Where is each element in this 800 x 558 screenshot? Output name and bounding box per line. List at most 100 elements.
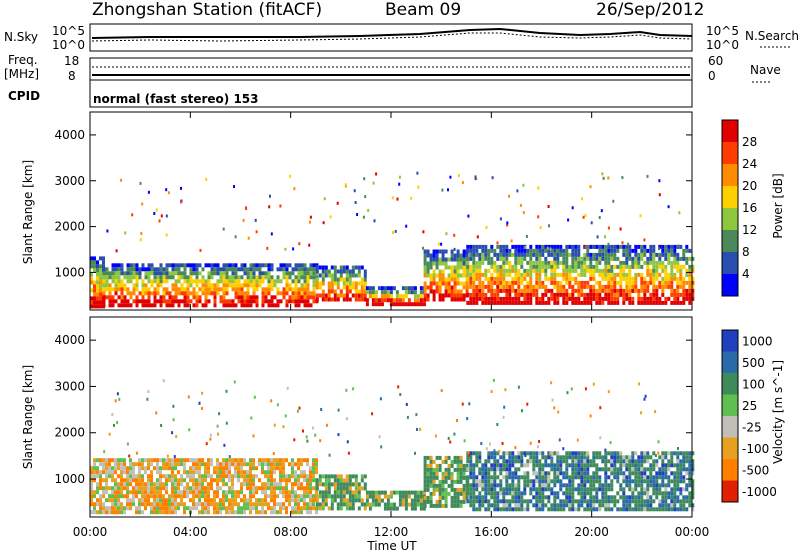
data-cell — [511, 268, 515, 273]
data-cell — [252, 263, 256, 268]
data-cell — [570, 387, 573, 391]
data-cell — [292, 247, 295, 251]
data-cell — [493, 300, 497, 305]
data-cell — [667, 491, 671, 496]
data-cell — [529, 459, 533, 464]
data-cell — [529, 483, 533, 488]
data-cell — [209, 433, 212, 437]
data-cell — [228, 498, 231, 503]
data-cell — [306, 303, 310, 308]
data-cell — [298, 406, 301, 410]
data-cell — [577, 272, 581, 277]
data-cell — [601, 455, 605, 460]
data-cell — [135, 283, 139, 288]
data-cell — [673, 292, 677, 297]
data-cell — [475, 248, 479, 253]
data-cell — [670, 280, 674, 285]
data-cell — [357, 281, 361, 286]
data-cell — [285, 494, 288, 499]
data-cell — [153, 267, 157, 272]
data-cell — [493, 503, 497, 508]
data-cell — [102, 287, 106, 292]
data-cell — [529, 256, 533, 261]
data-cell — [562, 272, 566, 277]
data-cell — [496, 244, 500, 249]
data-cell — [246, 498, 249, 503]
data-cell — [453, 499, 457, 504]
data-cell — [255, 230, 258, 234]
data-cell — [123, 510, 126, 515]
data-cell — [622, 471, 626, 476]
data-cell — [613, 292, 617, 297]
data-cell — [520, 455, 524, 460]
data-cell — [441, 188, 444, 192]
data-cell — [243, 474, 246, 479]
data-cell — [565, 300, 569, 305]
data-cell — [267, 458, 270, 463]
data-cell — [604, 471, 608, 476]
data-cell — [201, 490, 204, 495]
data-cell — [664, 487, 668, 492]
data-cell — [423, 273, 427, 278]
data-cell — [234, 462, 237, 467]
data-cell — [526, 272, 530, 277]
data-cell — [330, 502, 334, 507]
data-cell — [493, 467, 497, 472]
data-cell — [210, 287, 214, 292]
data-cell — [144, 490, 147, 495]
data-cell — [419, 302, 423, 307]
data-cell — [165, 502, 168, 507]
data-cell — [450, 289, 454, 294]
data-cell — [670, 268, 674, 273]
data-cell — [237, 506, 240, 511]
data-cell — [565, 276, 569, 281]
data-cell — [607, 176, 610, 180]
data-cell — [589, 475, 593, 480]
data-cell — [252, 287, 256, 292]
data-cell — [294, 263, 298, 268]
data-cell — [691, 483, 695, 488]
data-cell — [553, 483, 557, 488]
data-cell — [380, 286, 384, 291]
data-cell — [643, 288, 647, 293]
data-cell — [264, 291, 268, 296]
data-cell — [309, 486, 312, 491]
data-cell — [532, 487, 536, 492]
data-cell — [158, 219, 161, 223]
data-cell — [538, 471, 542, 476]
data-cell — [225, 490, 228, 495]
data-cell — [523, 284, 527, 289]
data-cell — [502, 300, 506, 305]
data-cell — [365, 502, 369, 507]
data-cell — [255, 303, 259, 308]
data-cell — [255, 474, 258, 479]
data-cell — [165, 188, 168, 192]
data-cell — [640, 495, 644, 500]
data-cell — [655, 252, 659, 257]
data-cell — [688, 455, 692, 460]
data-cell — [655, 471, 659, 476]
data-cell — [135, 267, 139, 272]
data-cell — [298, 242, 301, 246]
data-cell — [410, 196, 413, 200]
data-cell — [539, 226, 542, 230]
data-cell — [634, 471, 638, 476]
data-cell — [688, 499, 692, 504]
data-cell — [589, 495, 593, 500]
data-cell — [282, 470, 285, 475]
data-cell — [246, 275, 250, 280]
data-cell — [547, 463, 551, 468]
data-cell — [294, 287, 298, 292]
data-cell — [99, 506, 102, 511]
data-cell — [634, 479, 638, 484]
data-cell — [246, 291, 250, 296]
data-cell — [444, 249, 448, 254]
data-cell — [90, 466, 93, 471]
data-cell — [520, 499, 524, 504]
data-cell — [688, 459, 692, 464]
data-cell — [556, 252, 560, 257]
data-cell — [346, 440, 349, 444]
data-cell — [547, 507, 551, 512]
data-cell — [174, 466, 177, 471]
data-cell — [487, 280, 491, 285]
